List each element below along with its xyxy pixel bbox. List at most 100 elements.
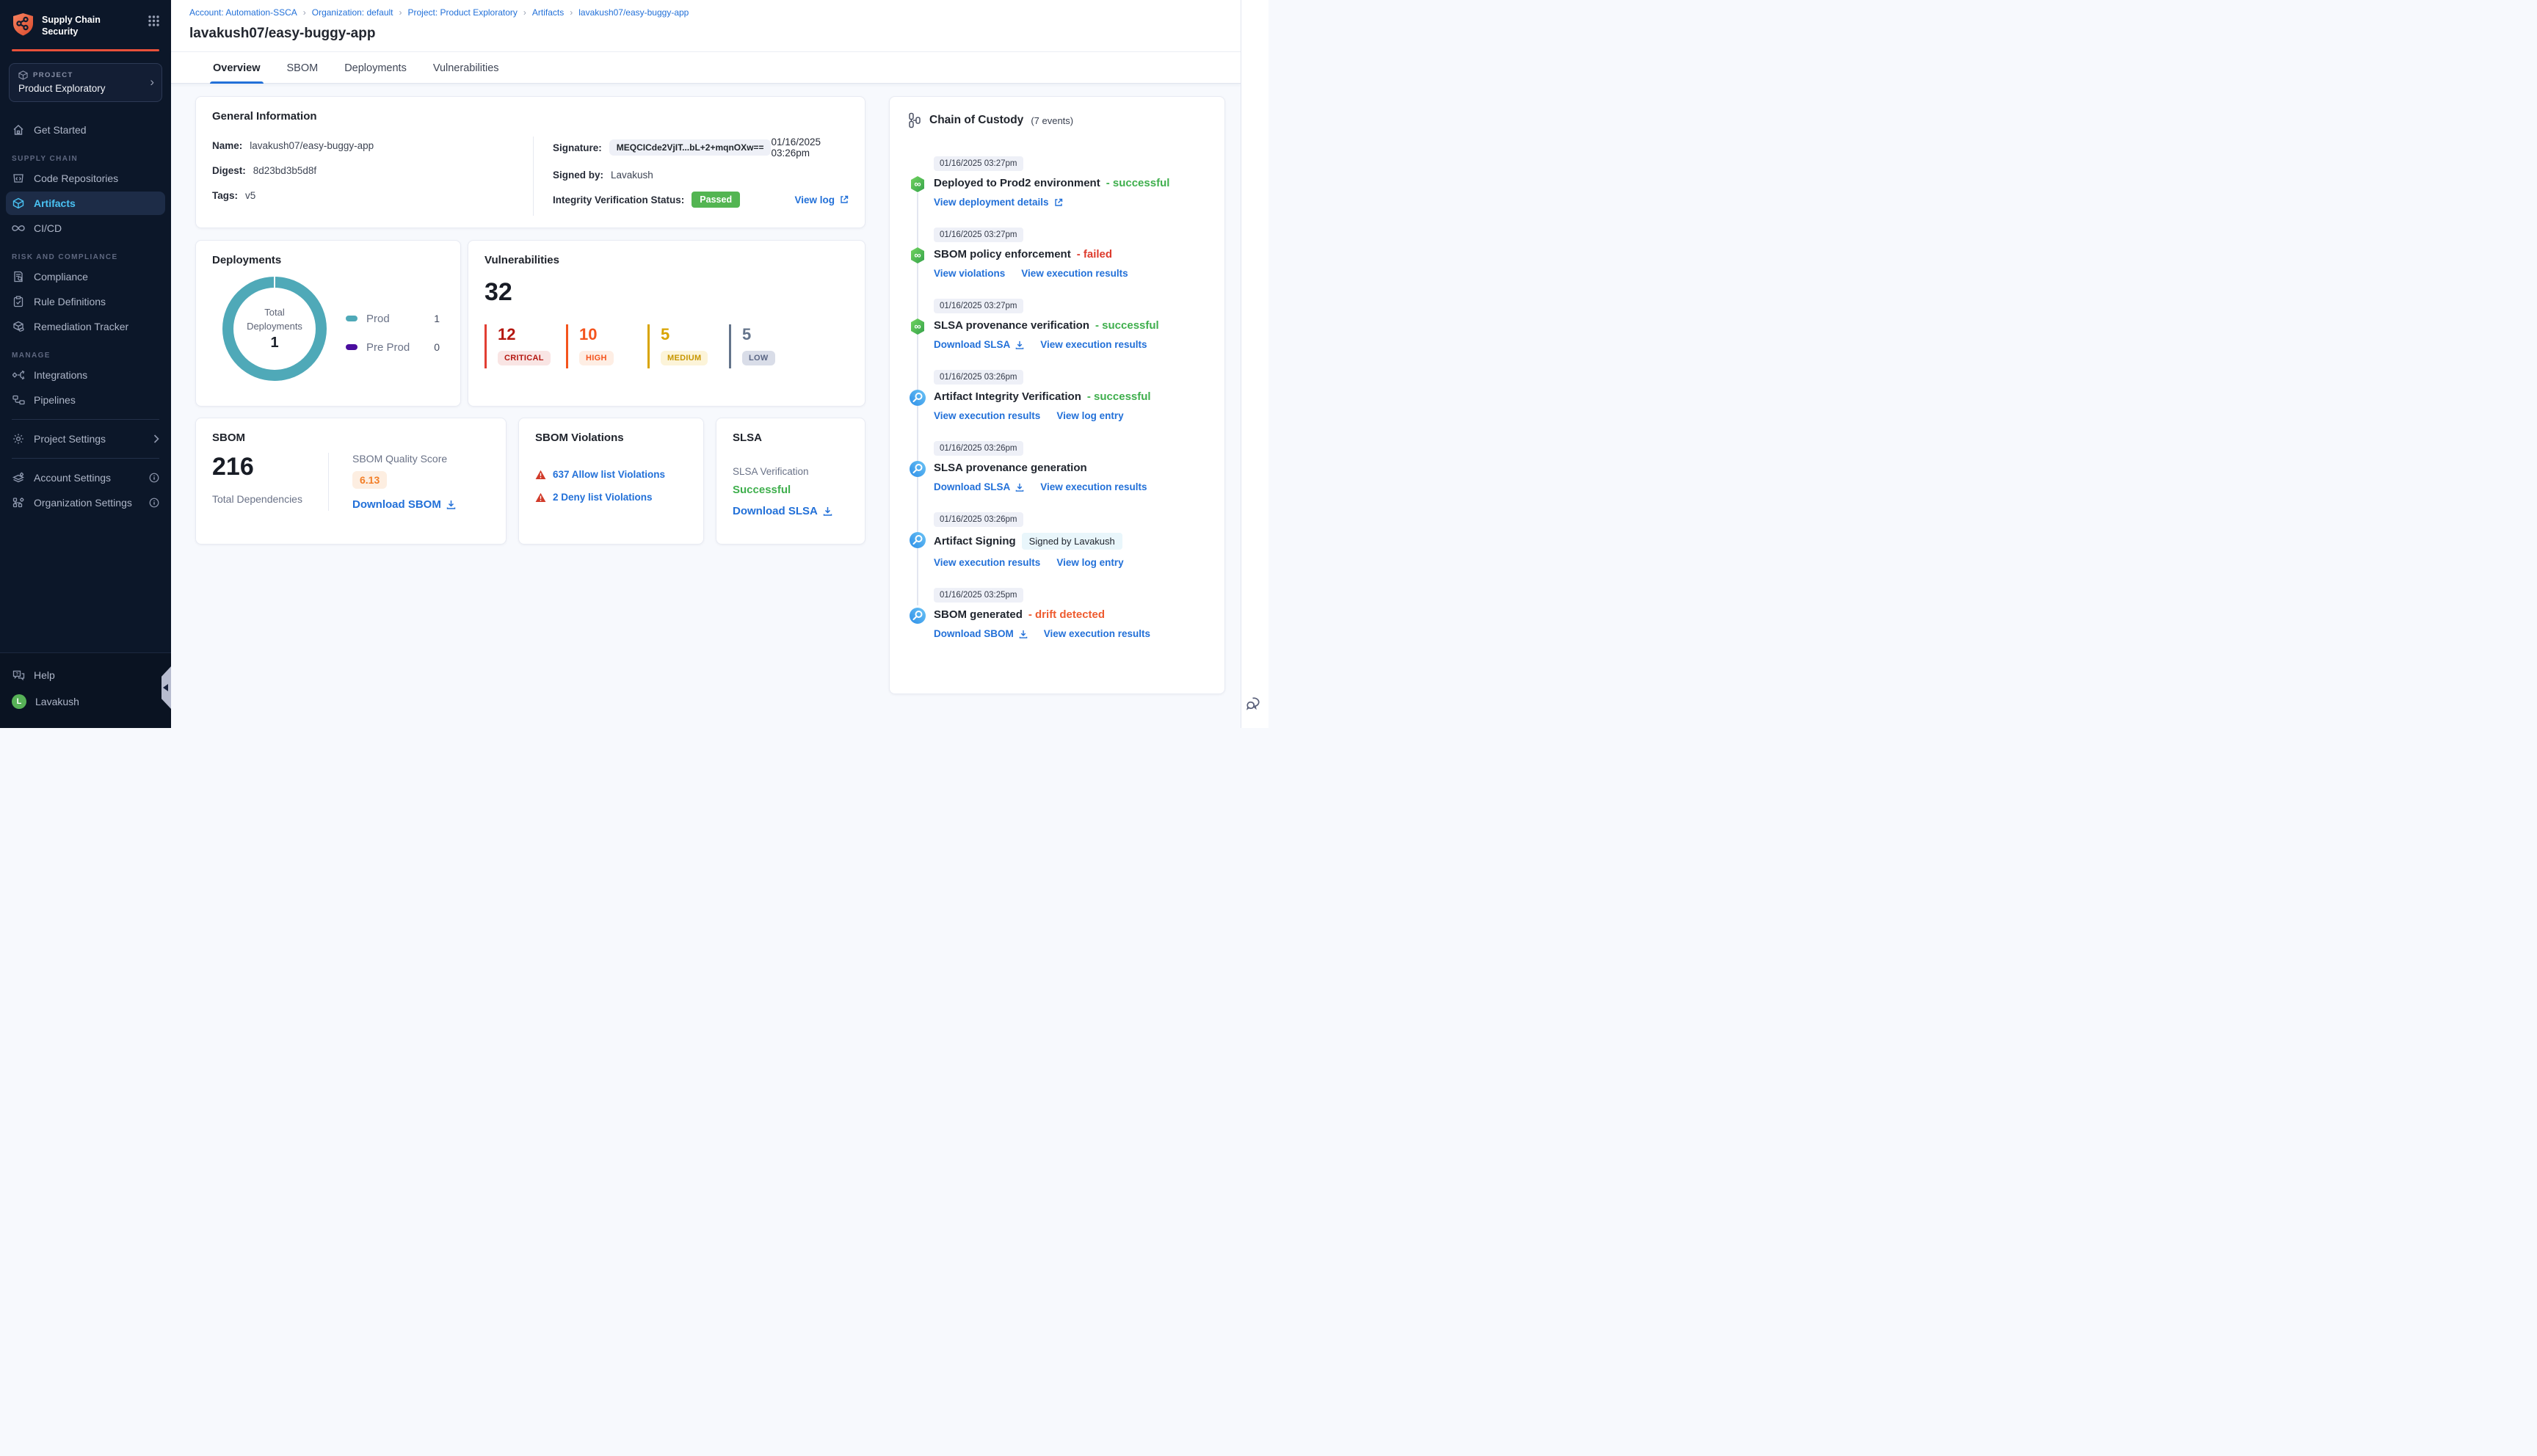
sidebar-item-artifacts[interactable]: Artifacts bbox=[6, 191, 165, 215]
legend-item-preprod: Pre Prod 0 bbox=[346, 341, 440, 354]
project-selector[interactable]: PROJECT Product Exploratory › bbox=[9, 62, 162, 102]
download-icon bbox=[1019, 630, 1028, 638]
page-title: lavakush07/easy-buggy-app bbox=[189, 26, 376, 41]
sbom-violations-title: SBOM Violations bbox=[535, 432, 624, 444]
app-window: Supply Chain Security PROJECT Product Exp… bbox=[0, 0, 1268, 728]
deployments-card: Deployments Total Deployments 1 bbox=[195, 240, 461, 407]
tab-vulnerabilities[interactable]: Vulnerabilities bbox=[432, 62, 499, 74]
overview-content: General Information Name: lavakush07/easy… bbox=[171, 84, 1268, 694]
sidebar-item-account-settings[interactable]: Account Settings bbox=[6, 466, 165, 489]
sbom-total-label: Total Dependencies bbox=[212, 493, 302, 505]
event-status: - successful bbox=[1086, 390, 1151, 403]
donut-center-value: 1 bbox=[270, 335, 279, 352]
view-violations-link[interactable]: View violations bbox=[934, 268, 1006, 279]
scan-event-icon bbox=[909, 460, 926, 478]
deny-list-violations-link[interactable]: 2 Deny list Violations bbox=[553, 492, 653, 503]
download-icon bbox=[1015, 341, 1024, 349]
breadcrumb-account[interactable]: Account: Automation-SSCA bbox=[189, 7, 297, 18]
sidebar-item-project-settings[interactable]: Project Settings bbox=[6, 427, 165, 451]
scan-event-icon bbox=[909, 389, 926, 407]
deployments-legend: Prod 1 Pre Prod 0 bbox=[346, 305, 440, 354]
module-grid-menu-icon[interactable] bbox=[148, 15, 159, 26]
medium-badge: MEDIUM bbox=[661, 351, 708, 365]
sidebar-collapse-handle[interactable] bbox=[161, 666, 171, 709]
digest-value: 8d23bd3b5d8f bbox=[253, 164, 317, 176]
slsa-card: SLSA SLSA Verification Successful Downlo… bbox=[716, 418, 865, 545]
download-slsa-link[interactable]: Download SLSA bbox=[934, 339, 1024, 350]
sidebar-item-remediation-tracker[interactable]: Remediation Tracker bbox=[6, 315, 165, 338]
warning-triangle-icon bbox=[535, 492, 546, 502]
digest-label: Digest: bbox=[212, 164, 246, 176]
breadcrumb-organization[interactable]: Organization: default bbox=[311, 7, 393, 18]
deployments-title: Deployments bbox=[212, 254, 282, 266]
signature-value[interactable]: MEQCICde2VjIT...bL+2+mqnOXw== bbox=[609, 139, 772, 156]
sidebar-item-cicd[interactable]: CI/CD bbox=[6, 216, 165, 240]
account-layers-gear-icon bbox=[12, 472, 25, 483]
stat-low: 5 LOW bbox=[729, 324, 775, 368]
code-repository-icon bbox=[12, 172, 25, 184]
event-status: - drift detected bbox=[1028, 608, 1106, 621]
download-icon bbox=[446, 500, 456, 509]
pipeline-event-icon: ∞ bbox=[909, 318, 926, 335]
event-title: SLSA provenance verification bbox=[934, 319, 1090, 332]
sidebar-nav: Get Started SUPPLY CHAIN Code Repositori… bbox=[0, 117, 171, 653]
view-execution-results-link[interactable]: View execution results bbox=[1021, 268, 1128, 279]
sidebar-item-help[interactable]: ? Help bbox=[6, 663, 165, 687]
app-title: Supply Chain Security bbox=[42, 15, 101, 37]
sidebar-item-code-repositories[interactable]: Code Repositories bbox=[6, 167, 165, 190]
general-information-card: General Information Name: lavakush07/easy… bbox=[195, 96, 865, 228]
breadcrumb-separator: › bbox=[302, 7, 306, 18]
tab-deployments[interactable]: Deployments bbox=[344, 62, 407, 74]
sidebar-item-integrations[interactable]: Integrations bbox=[6, 363, 165, 387]
tab-overview[interactable]: Overview bbox=[210, 62, 263, 84]
right-rail bbox=[1241, 0, 1268, 728]
chain-of-custody-timeline: ∞ 01/16/2025 03:27pm Deployed to Prod2 e… bbox=[907, 156, 1207, 639]
remediation-cube-icon bbox=[12, 321, 25, 332]
sidebar-header: Supply Chain Security bbox=[0, 0, 171, 48]
sidebar-item-organization-settings[interactable]: Organization Settings bbox=[6, 491, 165, 514]
infinity-icon bbox=[12, 222, 25, 234]
document-search-icon bbox=[12, 271, 25, 283]
signature-label: Signature: bbox=[553, 142, 602, 153]
download-sbom-link[interactable]: Download SBOM bbox=[352, 498, 456, 511]
tags-value: v5 bbox=[245, 189, 256, 201]
sidebar: Supply Chain Security PROJECT Product Exp… bbox=[0, 0, 171, 728]
sidebar-item-get-started[interactable]: Get Started bbox=[6, 118, 165, 142]
allow-list-violations-link[interactable]: 637 Allow list Violations bbox=[553, 469, 666, 480]
sidebar-item-pipelines[interactable]: Pipelines bbox=[6, 388, 165, 412]
download-slsa-link[interactable]: Download SLSA bbox=[733, 505, 832, 517]
download-sbom-link[interactable]: Download SBOM bbox=[934, 628, 1028, 639]
tab-sbom[interactable]: SBOM bbox=[286, 62, 319, 74]
view-execution-results-link[interactable]: View execution results bbox=[1043, 628, 1151, 639]
view-execution-results-link[interactable]: View execution results bbox=[934, 410, 1041, 421]
view-execution-results-link[interactable]: View execution results bbox=[934, 557, 1041, 568]
user-name: Lavakush bbox=[35, 696, 79, 707]
sidebar-item-compliance[interactable]: Compliance bbox=[6, 265, 165, 288]
view-log-entry-link[interactable]: View log entry bbox=[1056, 410, 1124, 421]
general-information-title: General Information bbox=[212, 110, 317, 123]
custody-event-slsa-generation: 01/16/2025 03:26pm SLSA provenance gener… bbox=[907, 441, 1207, 492]
view-log-link[interactable]: View log bbox=[794, 194, 849, 205]
event-timestamp: 01/16/2025 03:26pm bbox=[934, 370, 1023, 385]
view-execution-results-link[interactable]: View execution results bbox=[1040, 481, 1147, 492]
breadcrumb-artifacts[interactable]: Artifacts bbox=[531, 7, 565, 18]
stat-critical: 12 CRITICAL bbox=[484, 324, 566, 368]
view-deployment-details-link[interactable]: View deployment details bbox=[934, 197, 1063, 208]
stat-high: 10 HIGH bbox=[566, 324, 647, 368]
svg-text:∞: ∞ bbox=[914, 250, 921, 261]
view-log-entry-link[interactable]: View log entry bbox=[1056, 557, 1124, 568]
custody-event-deployed-prod2: ∞ 01/16/2025 03:27pm Deployed to Prod2 e… bbox=[907, 156, 1207, 208]
sidebar-user[interactable]: L Lavakush bbox=[6, 688, 165, 715]
sidebar-item-rule-definitions[interactable]: Rule Definitions bbox=[6, 290, 165, 313]
artifact-name-value: lavakush07/easy-buggy-app bbox=[250, 139, 374, 151]
sbom-card: SBOM 216 Total Dependencies SBOM Quality… bbox=[195, 418, 507, 545]
breadcrumb-project[interactable]: Project: Product Exploratory bbox=[407, 7, 518, 18]
breadcrumb-current[interactable]: lavakush07/easy-buggy-app bbox=[578, 7, 689, 18]
info-icon bbox=[149, 473, 159, 483]
project-selector-value: Product Exploratory bbox=[18, 82, 106, 94]
feedback-chat-icon[interactable] bbox=[1246, 694, 1263, 712]
download-slsa-link[interactable]: Download SLSA bbox=[934, 481, 1024, 492]
help-chat-icon: ? bbox=[12, 670, 25, 681]
view-execution-results-link[interactable]: View execution results bbox=[1040, 339, 1147, 350]
svg-text:?: ? bbox=[15, 671, 18, 677]
